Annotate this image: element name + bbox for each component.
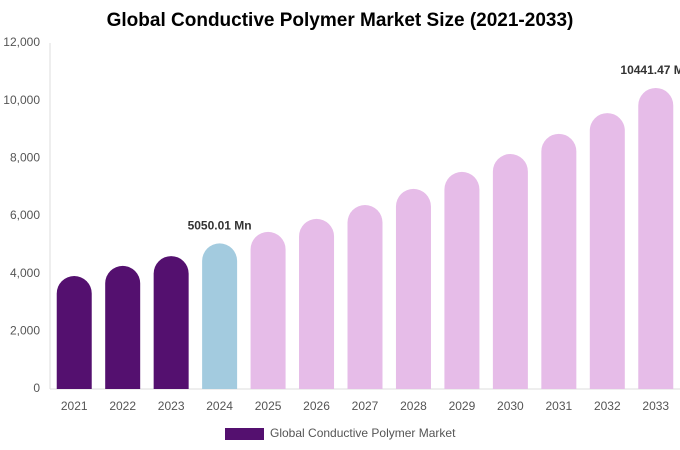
value-label: 5050.01 Mn	[188, 219, 252, 233]
legend-label: Global Conductive Polymer Market	[270, 426, 456, 440]
bar	[299, 218, 335, 389]
bar	[492, 154, 528, 389]
y-tick-label: 12,000	[3, 35, 40, 49]
x-tick-label: 2024	[206, 399, 233, 413]
x-tick-label: 2027	[352, 399, 379, 413]
y-tick-label: 0	[33, 381, 40, 395]
bar	[105, 265, 141, 389]
legend-swatch	[225, 428, 264, 440]
bar	[347, 205, 383, 389]
x-tick-label: 2028	[400, 399, 427, 413]
x-tick-label: 2031	[545, 399, 572, 413]
bar	[395, 188, 431, 389]
bar	[638, 87, 674, 389]
x-tick-label: 2023	[158, 399, 185, 413]
x-tick-label: 2032	[594, 399, 621, 413]
bar	[153, 256, 189, 389]
y-tick-label: 4,000	[10, 266, 40, 280]
x-tick-label: 2033	[642, 399, 669, 413]
x-tick-label: 2025	[255, 399, 282, 413]
bar	[56, 275, 92, 389]
bar	[541, 133, 577, 389]
bar	[589, 113, 625, 389]
y-tick-label: 6,000	[10, 208, 40, 222]
x-tick-label: 2029	[449, 399, 476, 413]
x-tick-label: 2022	[109, 399, 136, 413]
value-label: 10441.47 Mn	[620, 63, 680, 77]
x-tick-label: 2030	[497, 399, 524, 413]
y-tick-label: 8,000	[10, 151, 40, 165]
bar	[202, 243, 238, 389]
bar	[444, 171, 480, 389]
chart-title: Global Conductive Polymer Market Size (2…	[107, 10, 574, 31]
x-tick-label: 2021	[61, 399, 88, 413]
x-tick-label: 2026	[303, 399, 330, 413]
bar	[250, 231, 286, 389]
y-tick-label: 10,000	[3, 93, 40, 107]
y-tick-label: 2,000	[10, 324, 40, 338]
